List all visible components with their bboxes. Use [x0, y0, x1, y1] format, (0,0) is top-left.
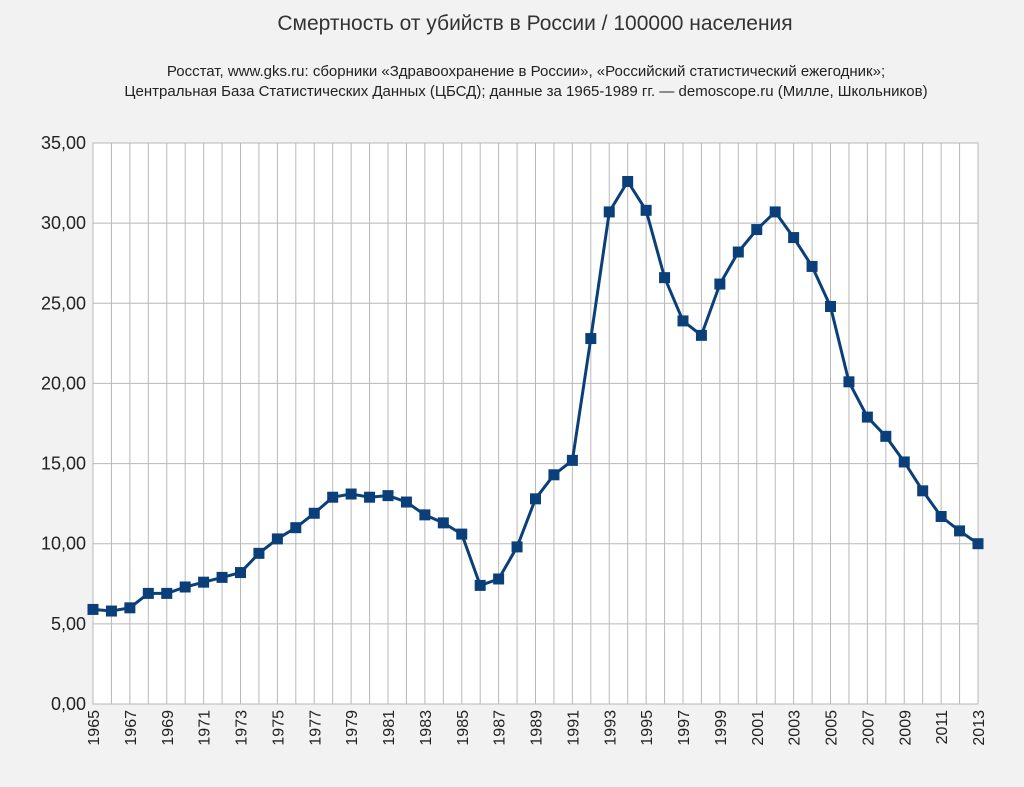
- data-point-marker: [345, 488, 357, 500]
- x-tick-label: 1995: [639, 710, 656, 746]
- x-tick-label: 1975: [270, 710, 287, 746]
- data-point-marker: [216, 571, 228, 583]
- x-tick-label: 1997: [676, 710, 693, 746]
- data-point-marker: [954, 525, 966, 537]
- x-tick-label: 2011: [934, 710, 951, 745]
- data-point-marker: [935, 510, 947, 522]
- data-point-marker: [825, 300, 836, 312]
- y-tick-label: 20,00: [41, 373, 86, 393]
- data-point-marker: [898, 456, 910, 468]
- y-tick-label: 30,00: [41, 213, 86, 233]
- data-point-marker: [290, 522, 302, 534]
- chart-title: Смертность от убийств в России / 100000 …: [277, 12, 793, 35]
- data-point-marker: [566, 454, 578, 466]
- data-point-marker: [530, 493, 541, 505]
- x-tick-label: 1977: [307, 710, 324, 746]
- data-point-marker: [161, 587, 173, 599]
- x-tick-label: 2001: [750, 710, 767, 746]
- x-tick-label: 1973: [234, 710, 251, 746]
- x-tick-label: 1999: [713, 710, 730, 746]
- data-point-marker: [493, 573, 505, 585]
- data-point-marker: [751, 224, 763, 236]
- data-point-marker: [105, 605, 117, 617]
- x-tick-label: 2009: [897, 710, 914, 746]
- x-tick-label: 2013: [971, 710, 988, 746]
- data-point-marker: [271, 533, 283, 545]
- data-point-marker: [769, 206, 781, 218]
- x-tick-label: 1969: [160, 710, 177, 746]
- data-point-marker: [364, 491, 376, 503]
- y-tick-label: 5,00: [51, 614, 86, 634]
- data-point-marker: [677, 315, 689, 327]
- data-point-marker: [788, 232, 800, 244]
- data-point-marker: [732, 246, 744, 258]
- data-point-marker: [880, 430, 892, 442]
- chart-subtitle-line-2: Центральная База Статистических Данных (…: [124, 83, 928, 100]
- data-point-marker: [474, 579, 486, 591]
- data-point-marker: [511, 541, 523, 553]
- x-tick-label: 1987: [492, 710, 509, 746]
- data-point-marker: [327, 491, 339, 503]
- data-point-marker: [972, 538, 984, 550]
- data-point-marker: [843, 376, 855, 388]
- y-tick-label: 0,00: [51, 694, 86, 714]
- data-point-marker: [124, 602, 136, 614]
- x-tick-label: 2003: [787, 710, 804, 746]
- x-tick-label: 1971: [197, 710, 214, 746]
- data-point-marker: [235, 567, 246, 579]
- chart-subtitle-line-1: Росстат, www.gks.ru: сборники «Здравоохр…: [166, 63, 886, 80]
- x-tick-label: 1989: [529, 710, 546, 746]
- x-tick-label: 1965: [86, 710, 103, 746]
- y-tick-label: 35,00: [41, 133, 86, 153]
- x-tick-label: 1983: [418, 710, 435, 746]
- x-tick-label: 1979: [344, 710, 361, 746]
- data-point-marker: [917, 485, 929, 497]
- y-tick-label: 15,00: [41, 454, 86, 474]
- data-point-marker: [603, 206, 615, 218]
- data-point-marker: [308, 507, 320, 519]
- data-point-marker: [400, 496, 412, 508]
- x-tick-label: 2007: [860, 710, 877, 746]
- x-tick-label: 2005: [824, 710, 841, 746]
- data-point-marker: [437, 517, 449, 529]
- y-tick-label: 25,00: [41, 293, 86, 313]
- data-point-marker: [861, 411, 873, 423]
- plot-frame: [92, 142, 979, 705]
- data-point-marker: [142, 587, 154, 599]
- data-point-marker: [695, 329, 707, 341]
- data-point-marker: [456, 528, 468, 540]
- data-point-marker: [640, 204, 652, 216]
- data-point-marker: [179, 581, 191, 593]
- data-point-marker: [659, 272, 671, 284]
- x-tick-label: 1967: [123, 710, 140, 746]
- y-tick-label: 10,00: [41, 534, 86, 554]
- data-point-marker: [419, 509, 431, 521]
- x-tick-label: 1993: [602, 710, 619, 746]
- x-tick-label: 1985: [455, 710, 472, 746]
- x-tick-label: 1981: [381, 710, 398, 746]
- data-point-marker: [714, 278, 726, 290]
- data-point-marker: [382, 490, 394, 502]
- x-tick-label: 1991: [565, 710, 582, 746]
- data-point-marker: [253, 547, 265, 559]
- data-point-marker: [806, 260, 818, 272]
- data-point-marker: [548, 469, 560, 481]
- data-point-marker: [585, 333, 597, 345]
- data-point-marker: [87, 603, 99, 615]
- data-point-marker: [198, 576, 210, 588]
- data-point-marker: [622, 175, 634, 187]
